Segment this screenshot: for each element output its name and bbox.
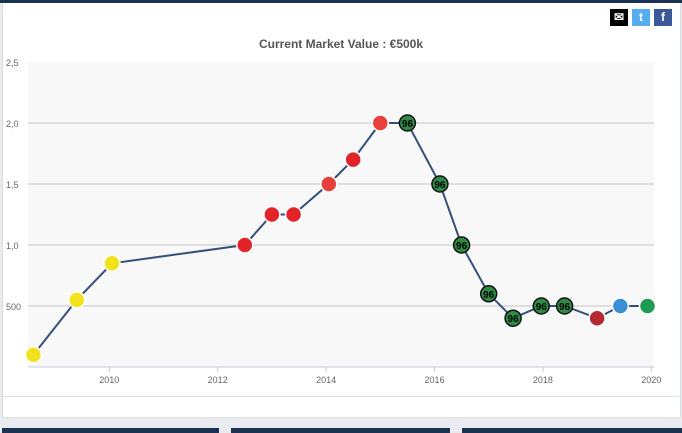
club-logo-96-text: 96: [456, 241, 468, 252]
club-logo-marker: [320, 175, 338, 193]
x-tick-label: 2014: [316, 375, 336, 385]
y-tick-label: 2,5: [6, 58, 19, 68]
club-logo-96-text: 96: [559, 302, 571, 313]
plot-area: [28, 62, 654, 367]
club-logo-96-text: 96: [434, 180, 446, 191]
envelope-icon: ✉: [613, 10, 625, 24]
y-tick-label: 500: [6, 302, 21, 312]
club-logo-marker: [263, 205, 281, 224]
facebook-icon: f: [661, 10, 665, 24]
club-logo-marker: [371, 114, 390, 132]
share-facebook-button[interactable]: f: [654, 9, 672, 26]
footer-tab-2[interactable]: [231, 428, 450, 433]
x-tick-label: 2010: [99, 375, 119, 385]
club-logo-marker: [24, 346, 43, 364]
footer-tab-3[interactable]: [462, 428, 682, 433]
footer-tab-1[interactable]: [2, 428, 219, 433]
club-logo-96-text: 96: [536, 302, 548, 313]
twitter-icon: t: [639, 10, 643, 24]
share-twitter-button[interactable]: t: [632, 9, 650, 26]
club-logo-marker: [555, 297, 574, 315]
club-logo-marker: [479, 285, 498, 303]
club-logo-marker: [588, 309, 606, 327]
y-tick-label: 1,5: [6, 180, 19, 190]
x-tick-label: 2020: [641, 375, 661, 385]
club-logo-marker: [431, 175, 449, 193]
x-tick-label: 2012: [208, 375, 228, 385]
club-logo-marker: [103, 254, 121, 273]
club-logo-96-text: 96: [402, 119, 414, 130]
club-logo-marker: [504, 309, 522, 327]
club-logo-marker: [284, 205, 303, 224]
y-tick-label: 1,0: [6, 241, 19, 251]
x-tick-label: 2018: [533, 375, 553, 385]
top-bar: [0, 0, 682, 3]
y-tick-label: 2,0: [6, 119, 19, 129]
chart-title: Current Market Value : €500k: [258, 37, 424, 51]
club-logo-marker: [236, 236, 254, 254]
share-email-button[interactable]: ✉: [610, 9, 628, 26]
club-logo-marker: [638, 297, 657, 315]
club-logo-marker: [68, 291, 86, 309]
club-logo-marker: [344, 150, 362, 169]
divider: [2, 396, 679, 397]
x-tick-label: 2016: [424, 375, 444, 385]
club-logo-marker: [532, 297, 551, 315]
club-logo-96-text: 96: [483, 290, 495, 301]
club-logo-marker: [611, 297, 630, 315]
club-logo-marker: [452, 236, 471, 254]
club-logo-marker: [398, 114, 417, 132]
club-logo-96-text: 96: [508, 314, 520, 325]
